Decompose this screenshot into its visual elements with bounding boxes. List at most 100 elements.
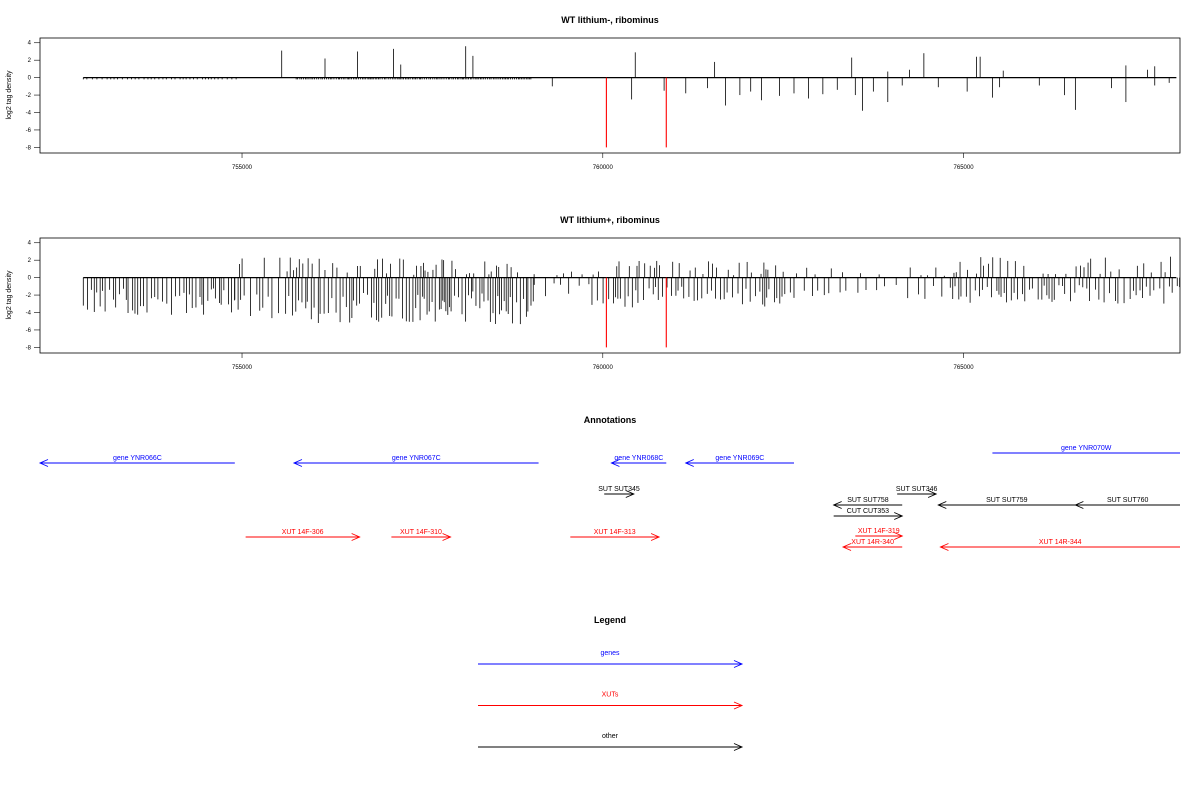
y-tick-label: 0 [28, 76, 32, 82]
arrowhead-right [351, 533, 361, 541]
annotation-feature: XUT 14R-344 [939, 539, 1180, 551]
feature-label: SUT SUT345 [598, 486, 640, 493]
y-axis: 4 2 0 -2 -4 -6 -8 [26, 241, 40, 351]
arrowhead-right [442, 533, 452, 541]
legend-item: XUTs [478, 692, 744, 710]
annotation-feature: XUT 14F-310 [391, 529, 452, 541]
annotation-feature: XUT 14F-306 [245, 529, 361, 541]
annotation-feature: gene YNR067C [292, 455, 539, 467]
annotations-title: Annotations [584, 415, 637, 425]
panel-title: WT lithium+, ribominus [560, 215, 660, 225]
track-panel-lithium-minus: WT lithium-, ribominus log2 tag density … [6, 15, 1181, 171]
y-tick-label: -6 [26, 328, 32, 334]
arrowhead-right [733, 660, 744, 668]
legend-item: other [478, 733, 744, 751]
feature-label: CUT CUT353 [847, 508, 889, 515]
feature-label: XUT 14F-310 [400, 529, 442, 536]
track-panel-lithium-plus: WT lithium+, ribominus log2 tag density … [6, 215, 1181, 371]
y-tick-label: -2 [26, 93, 32, 99]
plot-frame [39, 37, 1181, 154]
y-tick-label: 2 [28, 58, 32, 64]
arrowhead-left [38, 459, 49, 467]
x-tick-label: 755000 [232, 165, 253, 171]
feature-label: gene YNR070W [1061, 445, 1112, 452]
annotation-feature: SUT SUT760 [1074, 497, 1180, 509]
y-axis: 4 2 0 -2 -4 -6 -8 [26, 41, 40, 151]
arrowhead-left [292, 459, 303, 467]
feature-label: XUT 14F-319 [858, 528, 900, 535]
arrowhead-left [1074, 501, 1084, 509]
annotation-features: gene YNR066C gene YNR067C gene YNR068C gene… [38, 445, 1180, 551]
arrowhead-left [841, 543, 852, 551]
annotation-feature: SUT SUT345 [598, 486, 640, 498]
x-tick-label: 760000 [593, 165, 614, 171]
annotation-feature: gene YNR069C [684, 455, 794, 467]
y-tick-label: -8 [26, 345, 32, 351]
y-axis-label: log2 tag density [6, 270, 13, 320]
feature-label: gene YNR067C [392, 455, 441, 462]
arrowhead-right [625, 490, 635, 498]
x-tick-label: 765000 [954, 365, 975, 371]
x-axis: 755000 760000 765000 [232, 353, 974, 371]
y-tick-label: 4 [28, 41, 32, 47]
annotation-feature: XUT 14F-313 [570, 529, 661, 541]
bar-series [82, 256, 1181, 348]
y-tick-label: -2 [26, 293, 32, 299]
legend-label: genes [600, 650, 620, 657]
y-tick-label: -4 [26, 111, 32, 117]
arrowhead-right [733, 701, 744, 710]
y-axis-label: log2 tag density [6, 70, 13, 120]
arrowhead-left [832, 501, 842, 509]
y-tick-label: 4 [28, 241, 32, 247]
arrowhead-left [939, 543, 949, 551]
feature-label: SUT SUT758 [847, 497, 889, 504]
feature-label: SUT SUT760 [1107, 497, 1149, 504]
feature-label: gene YNR069C [715, 455, 764, 462]
legend-items: genes XUTs other [478, 650, 744, 751]
y-tick-label: 2 [28, 258, 32, 264]
annotation-feature: gene YNR070W [992, 445, 1180, 454]
feature-label: gene YNR066C [113, 455, 162, 462]
x-tick-label: 755000 [232, 365, 253, 371]
y-tick-label: -6 [26, 128, 32, 134]
arrowhead-right [650, 533, 661, 541]
feature-label: gene YNR068C [614, 455, 663, 462]
plot-frame [39, 237, 1181, 354]
feature-label: SUT SUT346 [896, 486, 938, 493]
panel-title: WT lithium-, ribominus [561, 15, 659, 25]
bar-series [82, 46, 1177, 148]
arrowhead-right [733, 743, 744, 751]
y-tick-label: -8 [26, 145, 32, 151]
arrowhead-left [610, 459, 620, 467]
legend-label: other [602, 733, 619, 740]
feature-label: SUT SUT759 [986, 497, 1028, 504]
legend-title: Legend [594, 615, 626, 625]
annotation-feature: SUT SUT346 [896, 486, 938, 498]
arrowhead-right [927, 490, 938, 498]
arrowhead-right [894, 512, 904, 520]
annotation-feature: CUT CUT353 [833, 508, 904, 520]
y-tick-label: -4 [26, 311, 32, 317]
annotation-feature: gene YNR066C [38, 455, 235, 467]
feature-label: XUT 14F-313 [594, 529, 636, 536]
x-axis: 755000 760000 765000 [232, 153, 974, 171]
arrowhead-left [684, 459, 694, 467]
x-tick-label: 765000 [954, 165, 975, 171]
annotation-feature: SUT SUT758 [832, 497, 903, 509]
feature-label: XUT 14R-340 [851, 539, 894, 546]
legend-item: genes [478, 650, 744, 668]
annotation-feature: XUT 14F-319 [855, 528, 904, 540]
annotation-feature: gene YNR068C [610, 455, 667, 467]
annotation-feature: SUT SUT759 [937, 497, 1076, 509]
legend: Legend genes XUTs other [478, 615, 744, 751]
x-tick-label: 760000 [593, 365, 614, 371]
feature-label: XUT 14R-344 [1039, 539, 1082, 546]
annotations-track: Annotations gene YNR066C gene YNR067C gene… [38, 415, 1180, 551]
y-tick-label: 0 [28, 276, 32, 282]
annotation-feature: XUT 14R-340 [841, 539, 903, 551]
feature-label: XUT 14F-306 [282, 529, 324, 536]
legend-label: XUTs [602, 692, 619, 699]
arrowhead-left [937, 501, 947, 509]
arrowhead-right [894, 532, 904, 540]
